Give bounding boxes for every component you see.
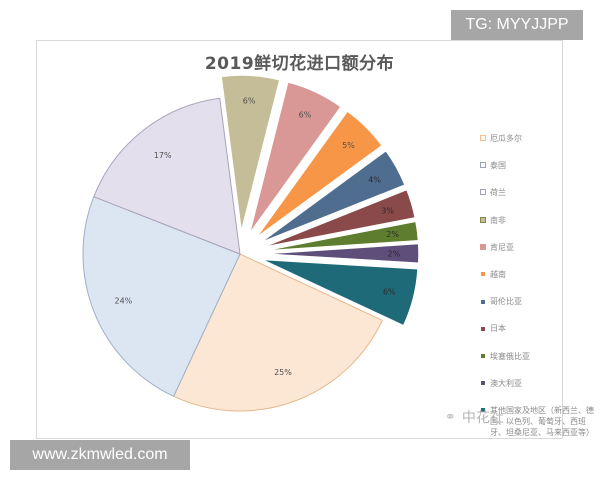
- chart-frame: 2019鲜切花进口额分布 25% 24% 17% 6% 6% 5% 4% 3% 2% 2% 6% 厄…: [36, 40, 594, 439]
- wechat-icon: ⚭: [445, 409, 456, 425]
- legend-swatch-icon: [481, 326, 485, 331]
- pie-chart: 25% 24% 17% 6% 6% 5% 4% 3% 2% 2% 6%: [82, 74, 420, 412]
- source-watermark: ⚭ 中花社: [445, 407, 504, 427]
- legend-item: 南非: [480, 215, 598, 226]
- pie-slice: [220, 74, 281, 233]
- legend-label: 埃塞俄比亚: [490, 351, 530, 361]
- legend-swatch-icon: [481, 381, 485, 386]
- pie-slice: [258, 149, 406, 245]
- pie-slice: [261, 242, 420, 265]
- pie-slice: [260, 188, 417, 249]
- chart-title: 2019鲜切花进口额分布: [204, 54, 395, 74]
- slice-label: 2%: [388, 249, 401, 258]
- legend-item: 其他国家及地区（新西兰、德国、以色列、葡萄牙、西班牙、坦桑尼亚、马来西亚等）: [480, 405, 598, 438]
- pie-slice: [261, 258, 419, 327]
- legend-label: 越南: [490, 269, 506, 279]
- source-logo-text: 中花社: [461, 410, 504, 426]
- legend-label: 荷兰: [490, 188, 506, 198]
- legend: 厄瓜多尔 泰国 荷兰 南非 肯尼亚 越南 哥伦比亚 日本 埃塞俄比亚 澳大利亚 …: [480, 133, 598, 454]
- slice-label: 24%: [114, 297, 132, 306]
- legend-swatch-icon: [480, 216, 486, 223]
- pie-slice: [172, 253, 383, 412]
- slice-label: 2%: [386, 230, 399, 239]
- legend-item: 日本: [480, 323, 598, 334]
- slice-label: 17%: [154, 151, 172, 160]
- slice-label: 6%: [383, 288, 396, 297]
- legend-label: 南非: [490, 215, 506, 225]
- legend-label: 厄瓜多尔: [490, 134, 522, 143]
- legend-label: 澳大利亚: [490, 378, 522, 388]
- bottom-left-watermark: www.zkmwled.com: [10, 440, 190, 470]
- legend-item: 泰国: [480, 160, 598, 171]
- slice-label: 5%: [342, 141, 355, 150]
- slice-label: 25%: [274, 368, 292, 377]
- legend-item: 哥伦比亚: [480, 296, 598, 307]
- top-right-watermark: TG: MYYJJPP: [451, 10, 583, 40]
- slice-label: 6%: [243, 96, 256, 105]
- legend-item: 荷兰: [480, 187, 598, 198]
- legend-item: 厄瓜多尔: [480, 133, 598, 144]
- legend-label: 泰国: [490, 161, 506, 171]
- legend-swatch-icon: [481, 272, 485, 277]
- legend-swatch-icon: [480, 162, 486, 169]
- pie-slice: [93, 97, 241, 255]
- pie-slice: [254, 110, 384, 239]
- pie-slice: [261, 220, 420, 252]
- pie-slice: [82, 196, 241, 397]
- legend-item: 肯尼亚: [480, 242, 598, 253]
- legend-label: 其他国家及地区（新西兰、德国、以色列、葡萄牙、西班牙、坦桑尼亚、马来西亚等）: [490, 405, 594, 437]
- legend-item: 澳大利亚: [480, 378, 598, 389]
- slice-label: 3%: [381, 207, 394, 216]
- legend-swatch-icon: [481, 408, 485, 413]
- legend-label: 哥伦比亚: [490, 297, 522, 307]
- legend-swatch-icon: [481, 299, 485, 304]
- legend-swatch-icon: [480, 243, 486, 250]
- slice-label: 4%: [368, 175, 381, 184]
- pie-slice: [248, 80, 343, 235]
- legend-swatch-icon: [480, 189, 486, 196]
- legend-label: 肯尼亚: [490, 242, 514, 252]
- legend-item: 越南: [480, 269, 598, 280]
- legend-item: 埃塞俄比亚: [480, 351, 598, 362]
- legend-swatch-icon: [481, 354, 485, 358]
- slice-label: 6%: [299, 111, 312, 120]
- legend-label: 日本: [490, 324, 506, 334]
- legend-swatch-icon: [480, 135, 486, 141]
